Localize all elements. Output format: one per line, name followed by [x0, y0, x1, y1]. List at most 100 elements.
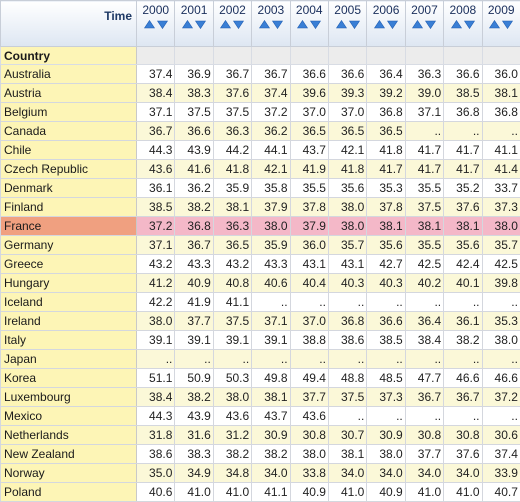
country-label[interactable]: Germany [1, 236, 137, 255]
value-cell: 38.1 [405, 217, 443, 236]
sort-descending-icon[interactable] [464, 20, 475, 29]
country-label[interactable]: Poland [1, 483, 137, 502]
value-cell: 41.1 [482, 141, 520, 160]
sort-descending-icon[interactable] [272, 20, 283, 29]
year-label: 2001 [175, 3, 212, 17]
country-label[interactable]: Ireland [1, 312, 137, 331]
value-cell: 37.1 [137, 236, 175, 255]
value-cell: 34.0 [367, 464, 405, 483]
sort-ascending-icon[interactable] [336, 20, 347, 29]
sort-ascending-icon[interactable] [182, 20, 193, 29]
value-cell: .. [482, 350, 520, 369]
country-label[interactable]: Finland [1, 198, 137, 217]
value-cell: 39.0 [405, 84, 443, 103]
value-cell: 41.7 [444, 141, 482, 160]
value-cell: 37.6 [444, 445, 482, 464]
sort-ascending-icon[interactable] [489, 20, 500, 29]
sort-ascending-icon[interactable] [451, 20, 462, 29]
sort-descending-icon[interactable] [157, 20, 168, 29]
country-label[interactable]: Hungary [1, 274, 137, 293]
value-cell: 37.2 [137, 217, 175, 236]
value-cell: 43.6 [137, 160, 175, 179]
sort-ascending-icon[interactable] [220, 20, 231, 29]
sort-descending-icon[interactable] [387, 20, 398, 29]
value-cell: 30.6 [482, 426, 520, 445]
sort-ascending-icon[interactable] [144, 20, 155, 29]
value-cell: 33.9 [482, 464, 520, 483]
country-label[interactable]: Denmark [1, 179, 137, 198]
sort-ascending-icon[interactable] [412, 20, 423, 29]
value-cell: 37.4 [252, 84, 290, 103]
country-label[interactable]: Mexico [1, 407, 137, 426]
country-label[interactable]: Italy [1, 331, 137, 350]
value-cell: 36.3 [213, 122, 251, 141]
value-cell: 37.7 [175, 312, 213, 331]
sort-descending-icon[interactable] [195, 20, 206, 29]
sort-descending-icon[interactable] [233, 20, 244, 29]
sort-descending-icon[interactable] [310, 20, 321, 29]
value-cell: 43.1 [328, 255, 366, 274]
value-cell: .. [367, 293, 405, 312]
country-label[interactable]: Canada [1, 122, 137, 141]
sort-ascending-icon[interactable] [259, 20, 270, 29]
sort-controls [483, 20, 520, 29]
country-label[interactable]: Greece [1, 255, 137, 274]
country-label[interactable]: Australia [1, 65, 137, 84]
country-label[interactable]: Austria [1, 84, 137, 103]
value-cell: 36.6 [175, 122, 213, 141]
sort-ascending-icon[interactable] [297, 20, 308, 29]
country-label[interactable]: Norway [1, 464, 137, 483]
value-cell: 38.5 [137, 198, 175, 217]
value-cell: .. [367, 407, 405, 426]
country-label[interactable]: Chile [1, 141, 137, 160]
country-label[interactable]: Czech Republic [1, 160, 137, 179]
sort-descending-icon[interactable] [425, 20, 436, 29]
value-cell: 40.9 [175, 274, 213, 293]
table-row[interactable]: Japan.................... [1, 350, 520, 369]
value-cell: 48.8 [328, 369, 366, 388]
value-cell: 40.4 [290, 274, 328, 293]
country-label[interactable]: Netherlands [1, 426, 137, 445]
value-cell: 40.9 [290, 483, 328, 502]
country-label[interactable]: Iceland [1, 293, 137, 312]
country-label[interactable]: Luxembourg [1, 388, 137, 407]
value-cell: .. [444, 350, 482, 369]
value-cell: .. [482, 122, 520, 141]
country-label[interactable]: Korea [1, 369, 137, 388]
country-label[interactable]: New Zealand [1, 445, 137, 464]
sort-descending-icon[interactable] [502, 20, 513, 29]
country-label[interactable]: Japan [1, 350, 137, 369]
value-cell: 39.3 [328, 84, 366, 103]
year-header-2006: 2006 [367, 1, 405, 47]
country-label[interactable]: France [1, 217, 137, 236]
country-label[interactable]: Belgium [1, 103, 137, 122]
country-dimension-label: Country [1, 47, 137, 65]
value-cell: 35.7 [328, 236, 366, 255]
sort-descending-icon[interactable] [349, 20, 360, 29]
value-cell: 41.2 [137, 274, 175, 293]
sort-ascending-icon[interactable] [374, 20, 385, 29]
value-cell: 36.1 [444, 312, 482, 331]
